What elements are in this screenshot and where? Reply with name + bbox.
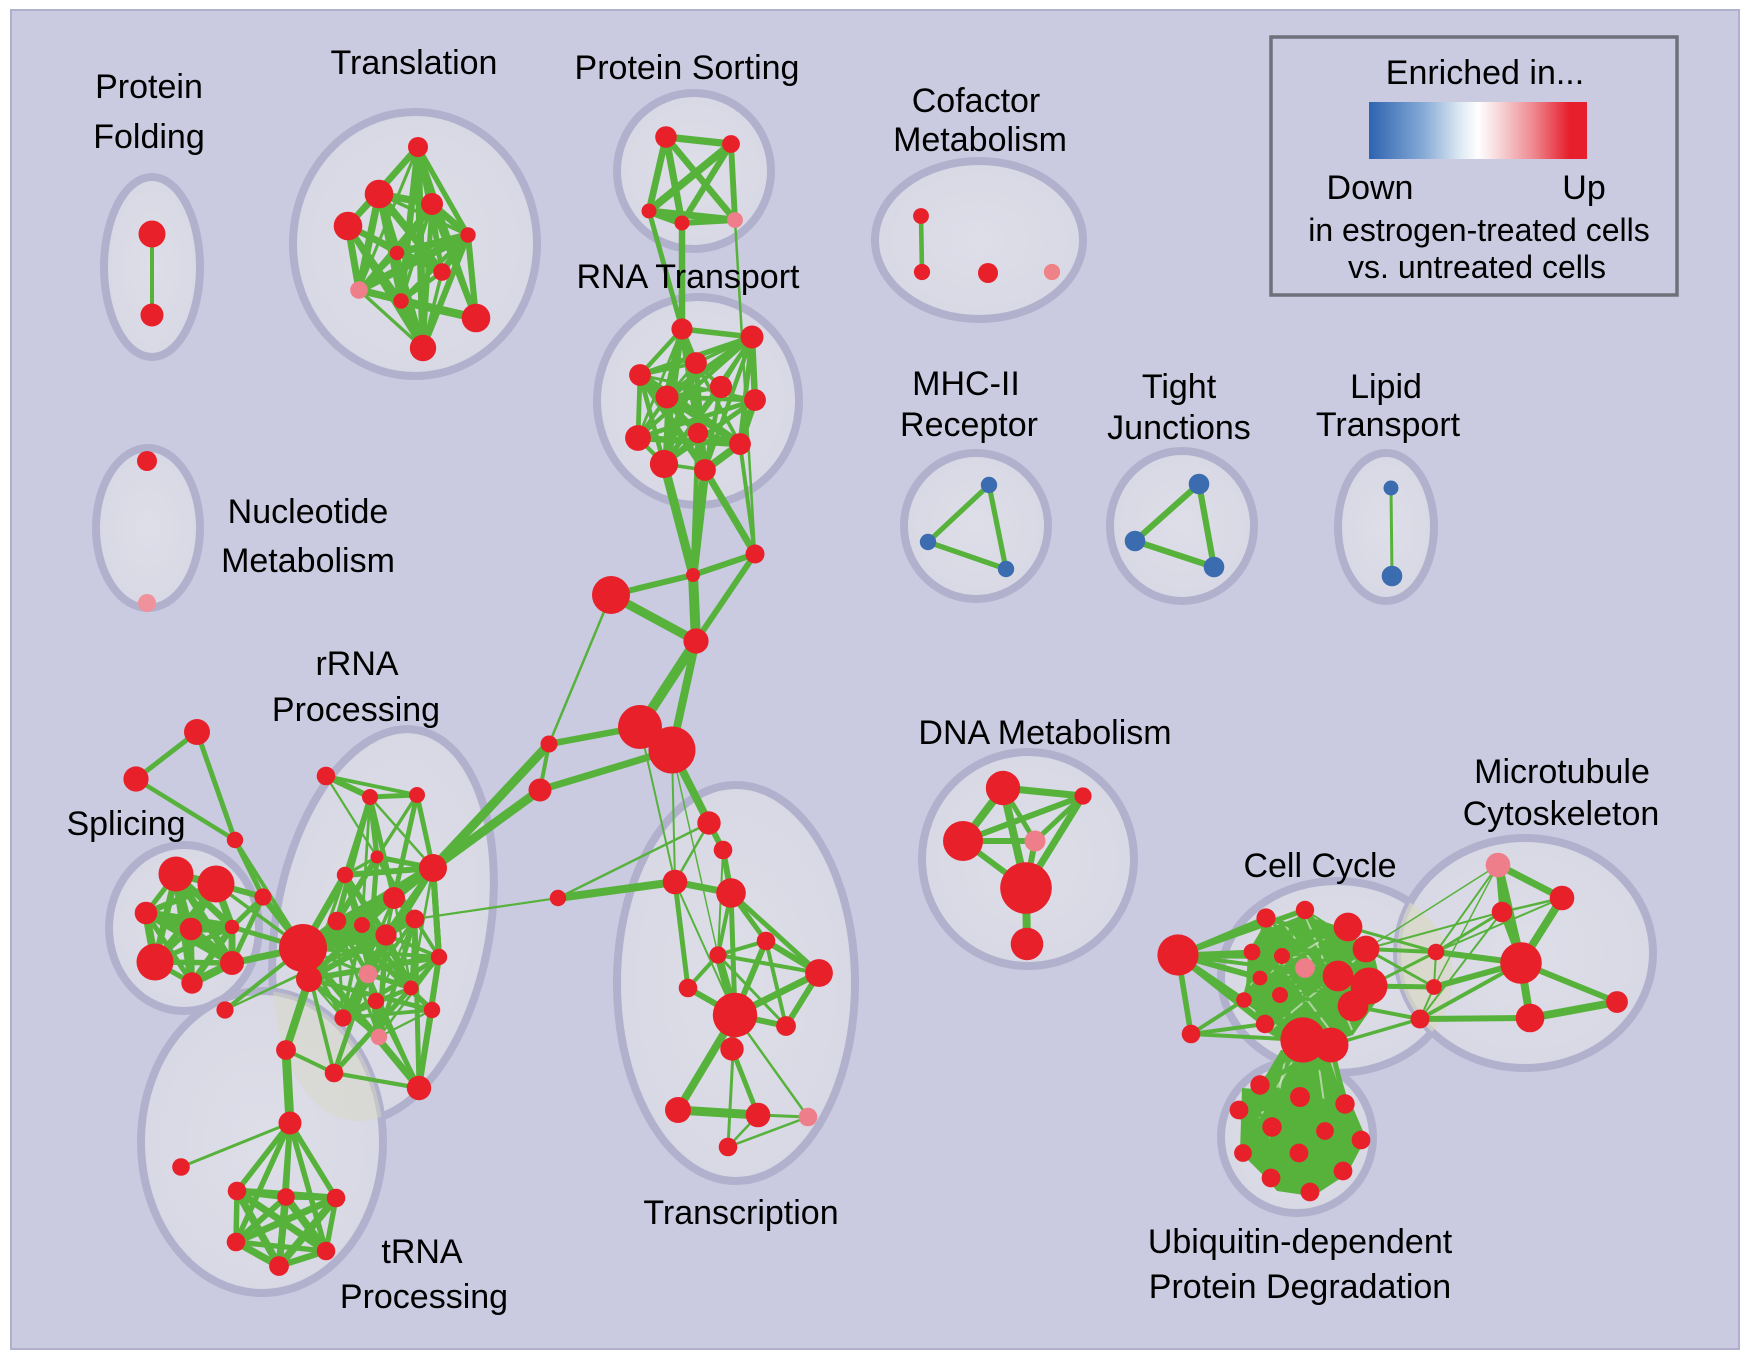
- svg-text:tRNA: tRNA: [381, 1233, 463, 1271]
- svg-text:MHC-II: MHC-II: [912, 365, 1020, 403]
- svg-text:Processing: Processing: [272, 691, 440, 729]
- svg-text:Down: Down: [1327, 169, 1414, 207]
- svg-text:Tight: Tight: [1142, 368, 1217, 406]
- svg-text:Folding: Folding: [93, 118, 205, 156]
- svg-text:Lipid: Lipid: [1350, 368, 1422, 406]
- svg-text:Transcription: Transcription: [643, 1194, 838, 1232]
- svg-text:Receptor: Receptor: [900, 406, 1038, 444]
- svg-text:Protein: Protein: [95, 68, 203, 106]
- svg-text:Transport: Transport: [1316, 406, 1461, 444]
- svg-text:Cofactor: Cofactor: [912, 82, 1041, 120]
- svg-text:Cell Cycle: Cell Cycle: [1243, 847, 1396, 885]
- svg-text:Enriched in...: Enriched in...: [1386, 54, 1584, 92]
- svg-text:Metabolism: Metabolism: [221, 542, 395, 580]
- svg-text:Nucleotide: Nucleotide: [228, 493, 389, 531]
- svg-text:Processing: Processing: [340, 1278, 508, 1316]
- svg-text:Up: Up: [1562, 169, 1605, 207]
- svg-text:DNA Metabolism: DNA Metabolism: [918, 714, 1171, 752]
- svg-text:Protein Sorting: Protein Sorting: [575, 49, 800, 87]
- svg-text:vs. untreated cells: vs. untreated cells: [1348, 249, 1606, 285]
- svg-text:Microtubule: Microtubule: [1474, 753, 1650, 791]
- svg-text:in estrogen-treated cells: in estrogen-treated cells: [1308, 212, 1650, 248]
- svg-text:Translation: Translation: [331, 44, 498, 82]
- svg-text:Splicing: Splicing: [66, 805, 185, 843]
- svg-text:Ubiquitin-dependent: Ubiquitin-dependent: [1148, 1223, 1453, 1261]
- svg-text:Metabolism: Metabolism: [893, 121, 1067, 159]
- svg-text:rRNA: rRNA: [315, 645, 398, 683]
- svg-text:Junctions: Junctions: [1107, 409, 1251, 447]
- svg-text:RNA Transport: RNA Transport: [577, 258, 801, 296]
- svg-text:Protein Degradation: Protein Degradation: [1149, 1268, 1451, 1306]
- svg-text:Cytoskeleton: Cytoskeleton: [1463, 795, 1660, 833]
